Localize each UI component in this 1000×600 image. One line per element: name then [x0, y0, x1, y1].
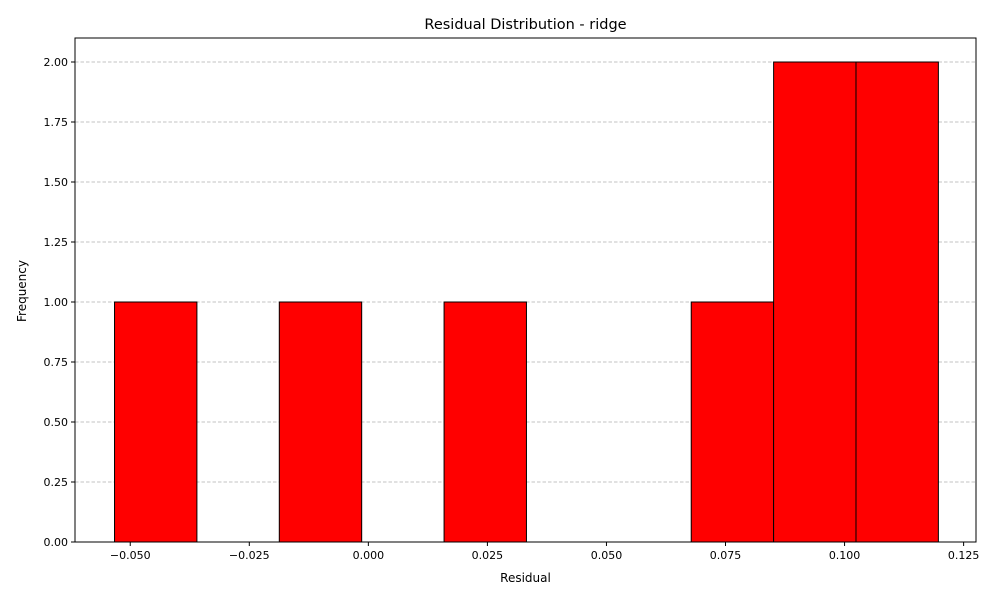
- x-axis-label: Residual: [500, 571, 551, 585]
- x-axis-ticks: −0.050 −0.025 0.000 0.025 0.050 0.075 0.100 0.1…: [110, 542, 979, 562]
- x-tick-label: −0.050: [110, 549, 151, 562]
- y-tick-label: 0.25: [44, 476, 69, 489]
- y-tick-label: 1.00: [44, 296, 69, 309]
- x-tick-label: 0.000: [353, 549, 385, 562]
- x-tick-label: 0.025: [472, 549, 504, 562]
- histogram-bar: [855, 61, 939, 543]
- histogram-bars: [114, 61, 939, 543]
- x-tick-label: 0.125: [948, 549, 980, 562]
- y-tick-label: 2.00: [44, 56, 69, 69]
- y-tick-label: 0.50: [44, 416, 69, 429]
- y-tick-label: 0.75: [44, 356, 69, 369]
- x-tick-label: 0.075: [710, 549, 742, 562]
- histogram-bar: [690, 301, 775, 543]
- x-tick-label: −0.025: [229, 549, 270, 562]
- x-tick-label: 0.050: [591, 549, 623, 562]
- y-tick-label: 1.50: [44, 176, 69, 189]
- y-axis-label: Frequency: [15, 260, 29, 322]
- y-tick-label: 1.25: [44, 236, 69, 249]
- y-tick-label: 0.00: [44, 536, 69, 549]
- plot-area-frame: [74, 37, 977, 543]
- histogram-bar: [773, 61, 857, 543]
- histogram-bar: [114, 301, 198, 543]
- chart-title: Residual Distribution - ridge: [424, 17, 626, 33]
- y-tick-label: 1.75: [44, 116, 69, 129]
- histogram-bar: [278, 301, 363, 543]
- y-axis-ticks: 0.00 0.25 0.50 0.75 1.00 1.25 1.50 1.75 2.00: [44, 56, 75, 549]
- x-tick-label: 0.100: [829, 549, 861, 562]
- histogram-bar: [443, 301, 527, 543]
